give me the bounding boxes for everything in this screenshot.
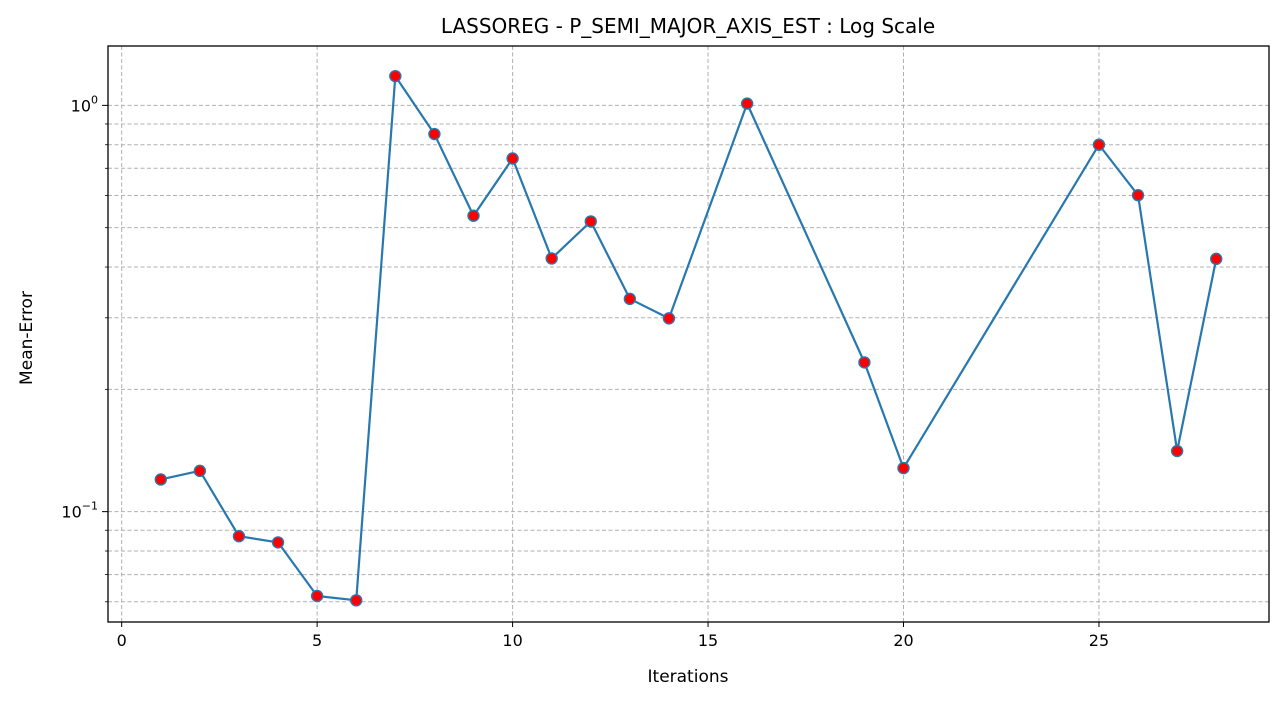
- chart-title: LASSOREG - P_SEMI_MAJOR_AXIS_EST : Log S…: [441, 14, 935, 38]
- data-point: [1210, 252, 1223, 266]
- plot-frame: [107, 45, 1270, 623]
- ticks: 0 5 10 15 20 25 10−1 100: [61, 93, 1109, 650]
- data-point: [740, 97, 754, 110]
- x-tick-label: 20: [893, 631, 913, 650]
- data-point: [1170, 444, 1184, 458]
- x-tick-label: 25: [1089, 631, 1109, 650]
- data-point: [858, 356, 871, 369]
- data-point: [897, 461, 910, 475]
- data-point: [1092, 138, 1106, 151]
- data-point: [389, 69, 402, 83]
- y-axis-label: Mean-Error: [17, 291, 37, 385]
- x-tick-label: 0: [117, 631, 127, 650]
- data-point: [662, 312, 676, 325]
- series-layer: [154, 69, 1223, 607]
- y-tick-label: 10−1: [61, 500, 98, 522]
- y-tick-label: 100: [71, 93, 98, 115]
- x-tick-label: 5: [312, 631, 322, 650]
- data-point: [232, 530, 246, 543]
- data-point: [350, 594, 363, 607]
- data-point: [1131, 189, 1145, 202]
- data-point: [506, 152, 519, 165]
- data-point: [428, 127, 441, 141]
- data-point: [623, 292, 637, 306]
- data-point: [193, 464, 207, 478]
- data-point: [584, 215, 597, 228]
- data-point: [271, 536, 285, 549]
- data-point: [545, 252, 558, 265]
- x-tick-label: 10: [502, 631, 522, 650]
- data-point: [310, 589, 324, 603]
- grid: [108, 46, 1269, 622]
- data-point: [467, 209, 480, 222]
- x-axis-label: Iterations: [648, 667, 729, 687]
- x-tick-label: 15: [698, 631, 718, 650]
- data-point: [154, 473, 167, 486]
